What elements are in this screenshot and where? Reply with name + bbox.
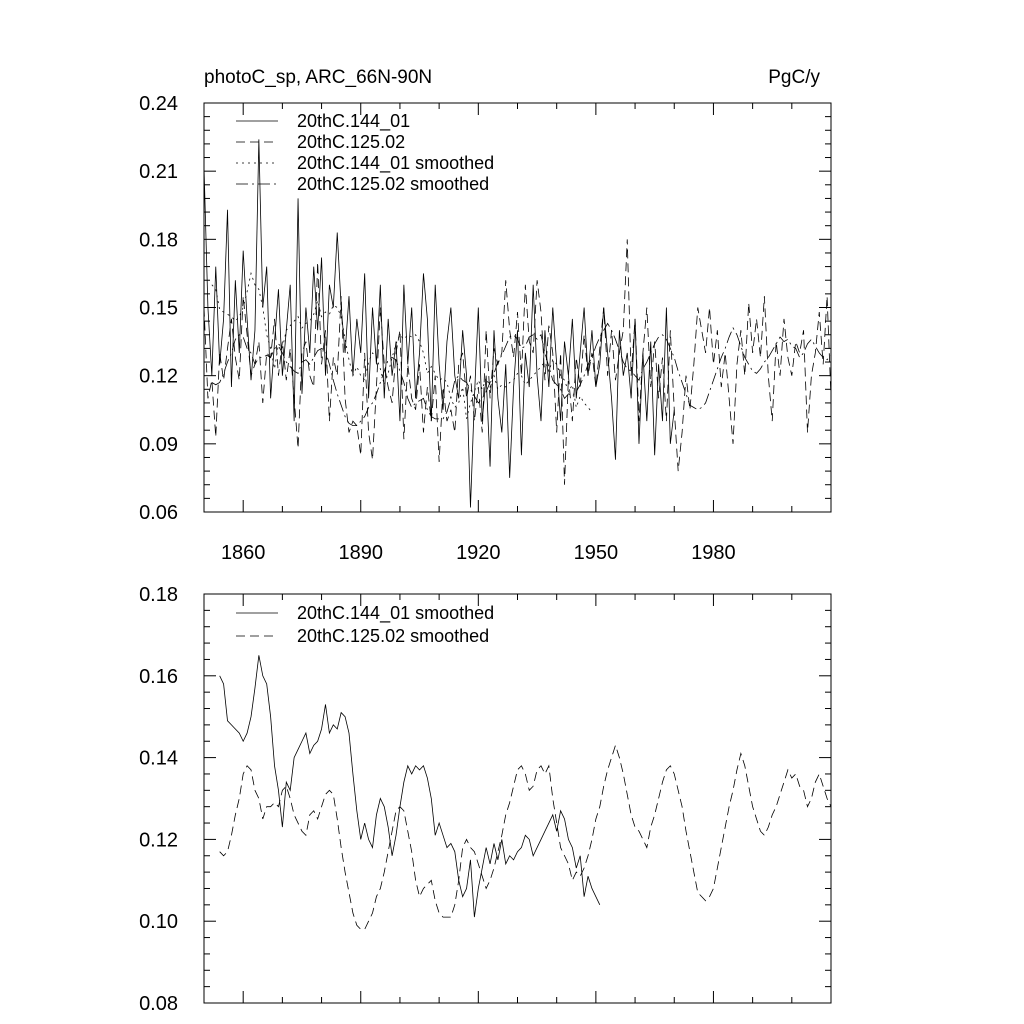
top-panel: photoC_sp, ARC_66N-90N PgC/y 0.24 0.21 0.1… (139, 67, 832, 564)
panel0-xtick-label: 1890 (339, 542, 384, 564)
panel0-legend-label: 20thC.125.02 smoothed (297, 174, 489, 194)
bottom-panel: 0.18 0.16 0.14 0.12 0.10 0.08 20thC.144_01 smo… (139, 584, 832, 1015)
panel1-ytick-label: 0.14 (139, 748, 178, 770)
panel1-legend-label: 20thC.144_01 smoothed (297, 603, 494, 624)
panel0-ytick-label: 0.21 (139, 161, 178, 183)
panel0-legend-label: 20thC.144_01 smoothed (297, 153, 494, 174)
panel1-ytick-label: 0.18 (139, 584, 178, 606)
panel0-series-line-0 (204, 139, 675, 508)
panel1-plot-frame (203, 593, 832, 1004)
panel0-xtick-label: 1980 (691, 542, 736, 564)
panel0-series-line-3 (211, 322, 831, 427)
panel0-ytick-label: 0.15 (139, 298, 178, 320)
panel0-ytick-label: 0.24 (139, 93, 178, 115)
panel0-xtick-label: 1950 (574, 542, 619, 564)
panel0-ytick-label: 0.18 (139, 229, 178, 251)
panel0-xtick-label: 1860 (221, 542, 266, 564)
panel0-legend-label: 20thC.144_01 (297, 111, 410, 132)
panel0-xtick-label: 1920 (456, 542, 501, 564)
chart-units-label: PgC/y (768, 67, 820, 88)
panel1-series-line-1 (219, 744, 831, 930)
panel0-ytick-label: 0.09 (139, 434, 178, 456)
panel1-legend-label: 20thC.125.02 smoothed (297, 626, 489, 646)
panel1-series-line-0 (219, 655, 601, 918)
panel1-ytick-label: 0.08 (139, 993, 178, 1015)
panel0-series-line-2 (211, 271, 593, 419)
panel1-ytick-label: 0.12 (139, 829, 178, 851)
panel1-ytick-label: 0.16 (139, 666, 178, 688)
panel0-series-line-1 (204, 239, 831, 485)
chart-title: photoC_sp, ARC_66N-90N (204, 67, 432, 88)
panel0-legend-label: 20thC.125.02 (297, 132, 405, 152)
panel1-ytick-label: 0.10 (139, 911, 178, 933)
panel0-ytick-label: 0.06 (139, 502, 178, 524)
panel0-ytick-label: 0.12 (139, 366, 178, 388)
